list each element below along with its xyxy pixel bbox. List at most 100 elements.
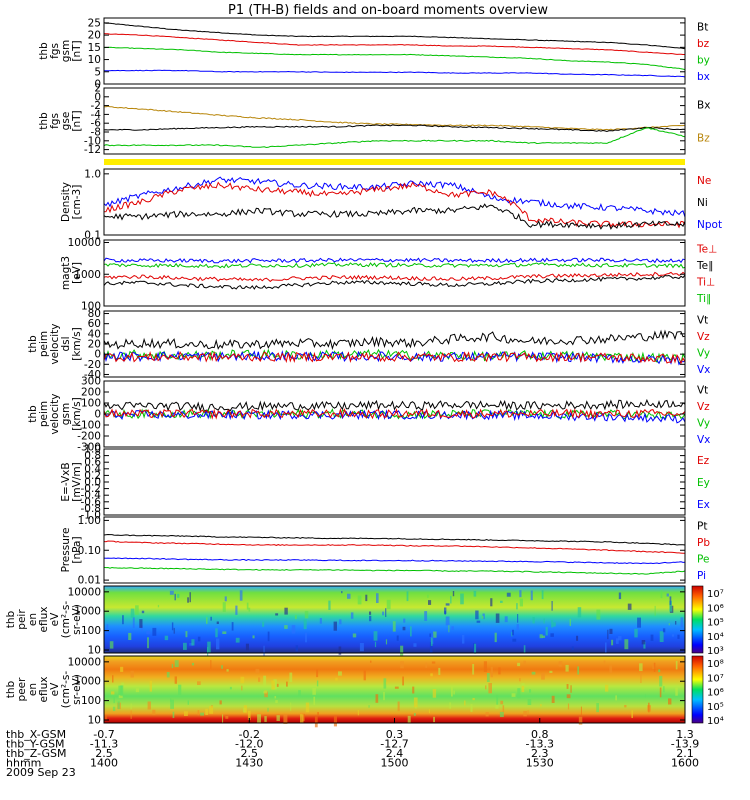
spectrogram-cell <box>347 593 351 599</box>
spectrogram-cell <box>210 660 212 669</box>
spectrogram-cell <box>551 601 553 611</box>
footer-value: 1530 <box>526 757 554 770</box>
spectrogram-cell <box>644 694 646 698</box>
y-axis-label-line: peir <box>16 609 28 630</box>
spectrogram-cell <box>481 615 484 619</box>
spectrogram-cell <box>370 660 372 663</box>
spectrogram-cell <box>516 603 518 610</box>
spectrogram-cell <box>130 608 135 618</box>
spectrogram-cell <box>383 691 385 701</box>
spectrogram-cell <box>305 632 307 643</box>
series-line <box>103 351 686 365</box>
footer-value: 2.3 <box>531 747 549 760</box>
spectrogram-cell <box>634 628 638 638</box>
spectrogram-cell <box>394 686 399 689</box>
legend: Vt Vz Vy Vx <box>697 314 710 376</box>
y-tick-label: 0.0 <box>84 477 101 489</box>
footer-value: 0.8 <box>531 728 549 741</box>
spectrogram-cell <box>559 661 563 667</box>
spectrogram-cell <box>577 666 579 675</box>
panel-density: Density [cm-3] 1.0 0.1 Ne Ni Npot <box>60 168 722 241</box>
spectrogram-cell <box>428 709 430 714</box>
spectrogram-cell <box>445 616 450 626</box>
y-tick-label: -40 <box>84 369 101 381</box>
spectrogram-cell <box>438 667 441 675</box>
spectrogram-cell <box>541 590 544 600</box>
spectrogram-cell <box>135 688 140 693</box>
footer-row-label: thb_Y-GSM <box>6 738 65 751</box>
spectrogram-cell <box>452 591 455 597</box>
y-axis-label-line: eV <box>49 682 61 696</box>
y-axis-label: Density [cm-3] <box>60 182 83 222</box>
panel-frame <box>103 168 686 236</box>
y-tick-label: 1000 <box>74 606 101 618</box>
y-axis-label-line: [nT] <box>71 110 83 131</box>
spectrogram-cell <box>359 643 364 652</box>
y-axis-label-line: eflux <box>38 607 50 633</box>
spectrogram-cell <box>407 715 411 724</box>
legend-entry: Te∥ <box>696 260 713 272</box>
spectrogram-cell <box>170 698 172 702</box>
spectrogram-cell <box>609 665 613 673</box>
series-line <box>103 533 686 546</box>
y-tick-label: -1.0 <box>81 510 102 522</box>
y-tick-label: -300 <box>77 442 101 454</box>
series-line <box>103 105 686 131</box>
spectrogram-cell <box>350 612 354 619</box>
spectrogram-cell <box>519 590 522 598</box>
footer-value: -12.7 <box>380 738 408 751</box>
spectrogram-cell <box>567 703 570 710</box>
y-axis-label-line: gsm <box>60 40 72 62</box>
mode-bar <box>104 159 685 165</box>
spectrogram-cell <box>225 716 229 719</box>
y-tick-label: 100 <box>81 625 101 637</box>
legend-entry: Vz <box>697 401 710 413</box>
spectrogram-cell <box>304 610 309 619</box>
panel-e-field: E=-VxB [mV/m] 1.00.80.60.40.20.0-0.2-0.4-… <box>60 444 710 522</box>
spectrogram-cell <box>483 661 487 672</box>
legend-entry: Ni <box>697 197 708 209</box>
y-axis-label-line: [eV] <box>71 262 83 284</box>
spectrogram-cell <box>221 665 223 669</box>
spectrogram-cell <box>200 712 204 716</box>
spectrogram-cell <box>650 634 654 641</box>
spectrogram-cell <box>216 621 219 624</box>
spectrogram-cell <box>263 675 267 686</box>
spectrogram-cell <box>245 643 249 651</box>
spectrogram-cell <box>375 694 379 703</box>
spectrogram-cell <box>431 661 436 664</box>
spectrogram-cell <box>224 596 227 602</box>
legend-entry: Ti∥ <box>696 293 711 305</box>
spectrogram-cell <box>147 637 149 649</box>
footer-value: 1500 <box>381 757 409 770</box>
spectrogram-cell <box>273 679 277 690</box>
spectrogram-cell <box>570 685 572 693</box>
legend-entry: Pi <box>697 570 706 582</box>
y-tick-label: -2 <box>91 100 101 112</box>
footer-value: -0.2 <box>239 728 260 741</box>
spectrogram-cell <box>267 707 269 712</box>
spectrogram-cell <box>427 594 429 598</box>
spectrogram-cell <box>247 710 251 721</box>
colorbar <box>691 655 704 724</box>
spectrogram-cell <box>566 694 571 699</box>
colorbar-label: 10³ <box>707 646 724 657</box>
y-axis-label-line: [km/s] <box>71 397 83 431</box>
legend-entry: Ti⊥ <box>696 276 715 288</box>
y-tick-label: -6 <box>91 118 102 130</box>
spectrogram-cell <box>396 635 399 641</box>
panel-pressure: Pressure [nPa] 1.00 0.10 0.01 Pt Pb Pe Pi <box>60 515 710 587</box>
spectrogram-cell <box>118 685 123 696</box>
spectrogram-cell <box>385 639 388 645</box>
spectrogram-cell <box>177 593 180 598</box>
y-tick-label: -0.2 <box>81 483 102 495</box>
spectrogram-cell <box>413 713 416 716</box>
spectrogram-cell <box>500 700 504 705</box>
series-line <box>103 274 686 290</box>
spectrogram-cell <box>276 715 280 721</box>
colorbar-label: 10⁶ <box>707 688 724 699</box>
y-axis-label-line: (cm²-s- <box>60 601 72 639</box>
spectrogram-cell <box>241 685 243 691</box>
spectrogram-cell <box>267 631 270 642</box>
